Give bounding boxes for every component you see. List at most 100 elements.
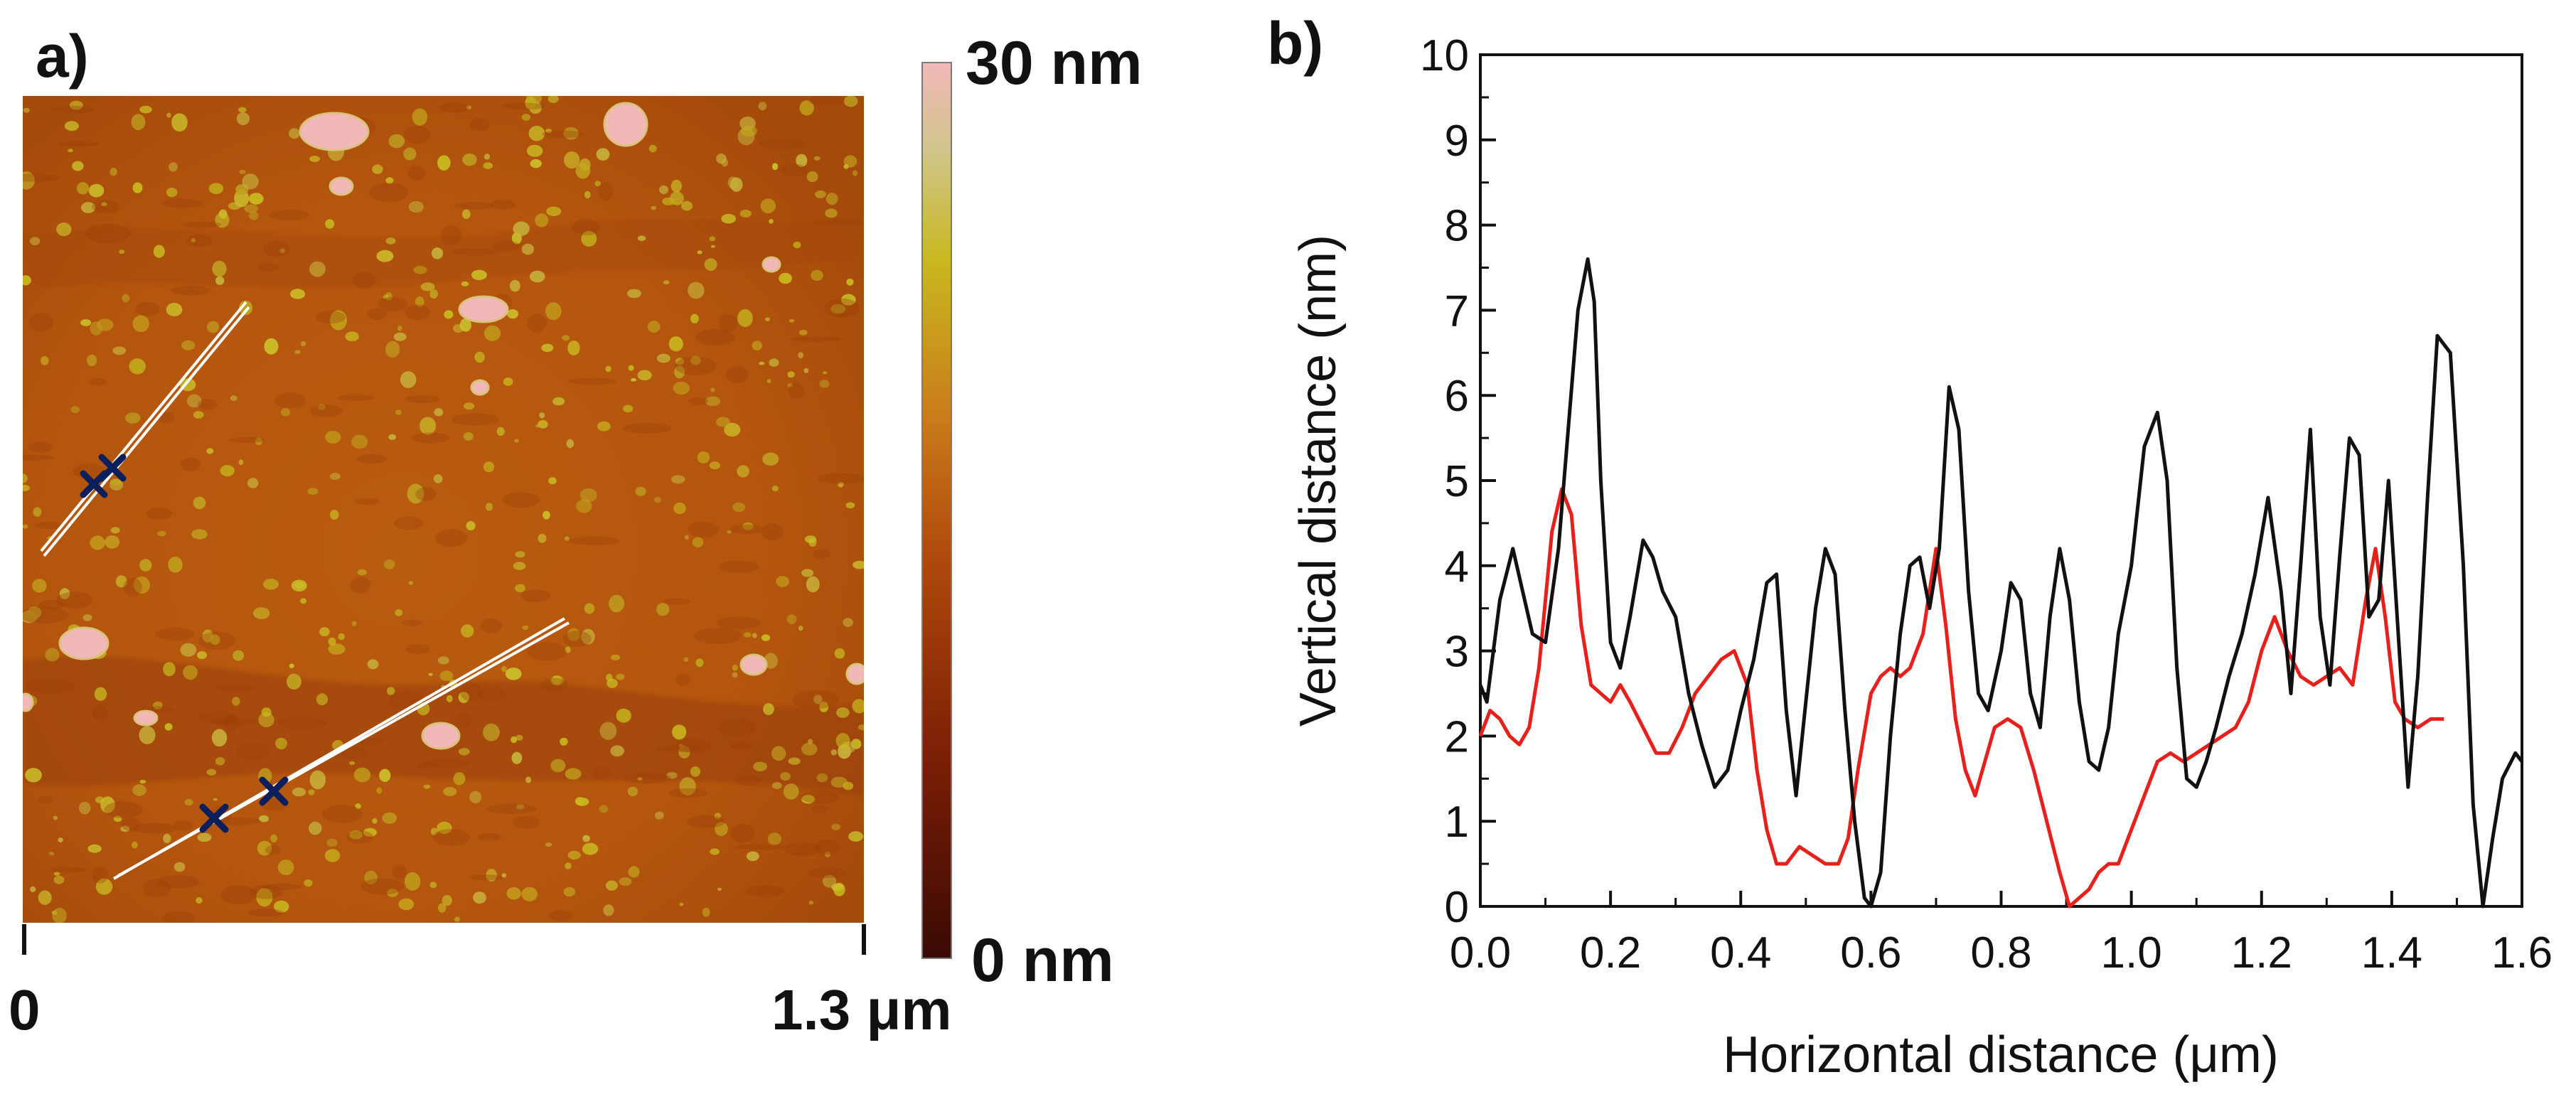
afm-grain (166, 188, 178, 198)
afm-grain (96, 878, 113, 895)
afm-shadow (315, 311, 346, 324)
afm-shadow (598, 182, 614, 201)
y-tick-label: 4 (1445, 542, 1469, 591)
afm-grain (363, 827, 378, 837)
afm-grain (806, 576, 820, 593)
afm-grain (668, 336, 683, 352)
afm-grain (405, 872, 421, 891)
afm-shadow (527, 642, 567, 661)
afm-grain (353, 767, 371, 783)
afm-shadow (198, 631, 235, 650)
afm-grain (110, 527, 120, 534)
afm-shadow (486, 803, 537, 814)
afm-grain (213, 798, 218, 801)
y-tick-label: 8 (1445, 202, 1469, 251)
afm-grain (105, 535, 120, 549)
afm-grain (51, 910, 58, 915)
afm-grain (596, 148, 610, 161)
afm-grain (511, 736, 518, 744)
afm-grain (236, 112, 250, 125)
afm-grain (166, 303, 183, 316)
afm-grain (806, 171, 818, 183)
afm-shadow (92, 867, 108, 884)
afm-grain (413, 265, 427, 274)
afm-grain (277, 859, 294, 876)
afm-grain (565, 536, 570, 541)
afm-grain (212, 260, 227, 277)
afm-grain (263, 579, 279, 590)
afm-grain (547, 96, 559, 103)
afm-grain (379, 768, 391, 783)
afm-shadow (28, 441, 53, 453)
afm-grain (338, 633, 345, 641)
afm-shadow (719, 560, 759, 573)
afm-shadow (478, 686, 507, 702)
afm-grain (257, 840, 272, 856)
afm-grain (857, 724, 864, 731)
afm-grain (454, 916, 460, 922)
afm-grain (77, 182, 89, 195)
panel-a-label: a) (36, 23, 89, 90)
profile-line-lower (113, 617, 570, 880)
afm-shadow (23, 173, 60, 182)
afm-grain (183, 665, 198, 680)
afm-grain (563, 886, 576, 897)
afm-grain (355, 803, 361, 810)
afm-grain (709, 461, 720, 470)
afm-grain (843, 164, 849, 169)
afm-shadow (725, 366, 749, 383)
afm-grain (444, 310, 454, 319)
afm-grain (68, 149, 73, 153)
afm-grain (716, 417, 730, 427)
afm-grain (628, 866, 640, 878)
afm-grain (834, 648, 845, 659)
afm-large-particle (761, 256, 781, 273)
afm-grain (300, 598, 306, 604)
afm-grain (383, 294, 389, 299)
afm-grain (466, 520, 476, 531)
afm-grain (70, 406, 80, 414)
afm-large-particle (133, 709, 159, 727)
afm-grain (461, 281, 469, 286)
y-tick-label: 0 (1445, 883, 1469, 932)
afm-grain (244, 204, 259, 213)
afm-grain (274, 900, 289, 913)
afm-grain (808, 739, 813, 744)
afm-shadow (688, 521, 719, 538)
afm-grain (211, 729, 228, 747)
afm-grain (196, 896, 203, 904)
afm-grain (808, 537, 817, 547)
afm-shadow (220, 885, 257, 905)
afm-grain (623, 405, 634, 413)
afm-grain (511, 751, 523, 764)
afm-grain (563, 127, 579, 140)
y-tick-label: 6 (1445, 372, 1469, 421)
afm-shadow (719, 314, 737, 333)
afm-grain (564, 151, 580, 169)
afm-grain (690, 766, 701, 777)
afm-grain (53, 815, 58, 820)
afm-grain (403, 147, 417, 161)
afm-grain (483, 461, 495, 473)
afm-grain (626, 289, 641, 299)
afm-grain (309, 156, 320, 162)
afm-grain (507, 309, 518, 319)
afm-grain (220, 465, 235, 477)
afm-grain (132, 841, 138, 849)
afm-shadow (135, 301, 160, 316)
afm-grain (678, 745, 690, 759)
afm-grain (783, 783, 799, 800)
afm-shadow (788, 382, 804, 400)
afm-shadow (268, 209, 310, 220)
afm-shadow (366, 308, 388, 320)
afm-grain (813, 695, 823, 704)
afm-grain (798, 352, 803, 358)
afm-grain (852, 699, 864, 714)
afm-large-particle (470, 379, 490, 396)
afm-grain (139, 726, 156, 744)
afm-grain (567, 628, 581, 641)
y-tick-label: 3 (1445, 628, 1469, 677)
afm-shadow (411, 432, 450, 444)
afm-grain (605, 365, 611, 373)
